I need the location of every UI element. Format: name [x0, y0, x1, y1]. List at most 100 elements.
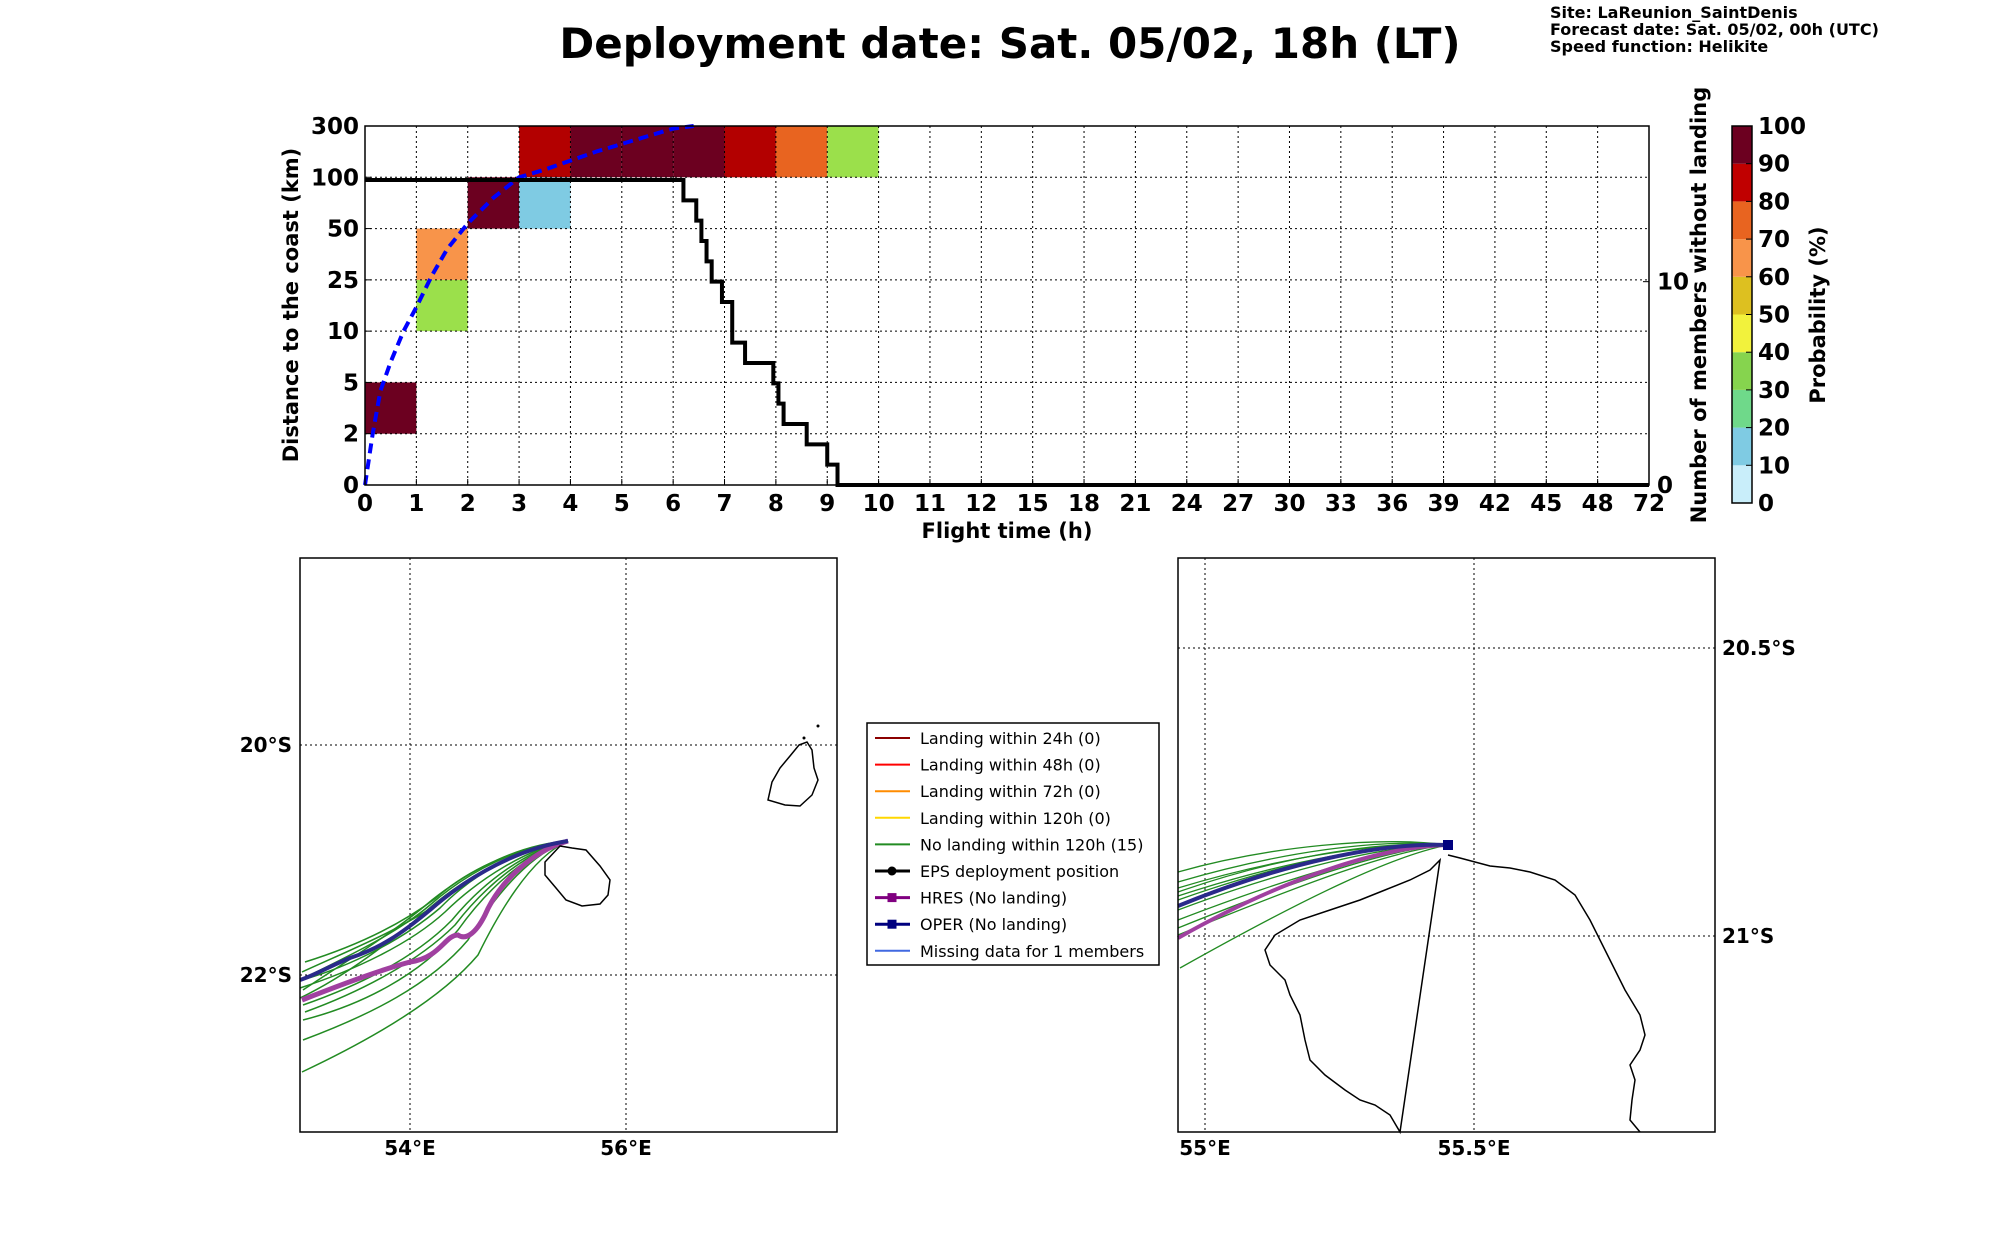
x-tick-label: 12: [965, 491, 997, 517]
heatmap-cell: [365, 382, 417, 434]
x-tick-label: 72: [1633, 491, 1665, 517]
site-label: Site: LaReunion_SaintDenis: [1550, 3, 1798, 22]
colorbar-segment: [1732, 465, 1752, 503]
oper-trajectory: [1177, 842, 1449, 908]
heatmap-cell: [621, 126, 674, 178]
x-tick-label: 36: [1376, 491, 1408, 517]
x-tick-label: 42: [1479, 491, 1511, 517]
x-tick-label: 21: [1119, 491, 1151, 517]
x-tick-label: 4: [562, 491, 578, 517]
y-axis-label: Distance to the coast (km): [279, 148, 303, 463]
trajectory-map-zoom: 55°E 55.5°E 20.5°S 21°S: [1177, 557, 1796, 1160]
x-tick-label: 30: [1273, 491, 1305, 517]
colorbar-segment: [1732, 314, 1752, 353]
x-tick-label: 9: [819, 491, 835, 517]
members-without-landing-line: [365, 178, 1649, 487]
colorbar-tick-label: 40: [1758, 340, 1790, 366]
figure-title: Deployment date: Sat. 05/02, 18h (LT): [559, 19, 1460, 68]
oper-trajectory: [299, 839, 569, 982]
mauritius-coastline: [767, 741, 819, 807]
legend-box: [866, 722, 1160, 966]
heatmap-cell: [775, 126, 828, 178]
lon-tick: 55°E: [1179, 1136, 1231, 1160]
x-tick-label: 6: [665, 491, 681, 517]
x-tick-label: 8: [768, 491, 784, 517]
lat-tick: 22°S: [240, 963, 292, 987]
lat-tick: 21°S: [1722, 924, 1774, 948]
lat-tick: 20.5°S: [1722, 636, 1796, 660]
legend-marker: [887, 893, 897, 903]
legend-item: EPS deployment position: [875, 862, 1119, 881]
colorbar-segment: [1732, 352, 1752, 390]
x-tick-label: 39: [1428, 491, 1460, 517]
colorbar-segment: [1732, 163, 1752, 202]
map-frame: [1177, 557, 1716, 1133]
y-tick-label: 300: [311, 114, 359, 140]
colorbar-tick-label: 50: [1758, 303, 1790, 329]
colorbar-tick-label: 0: [1758, 491, 1774, 517]
legend-item: Landing within 48h (0): [875, 756, 1101, 775]
y2-tick-label: 0: [1657, 473, 1673, 499]
legend-item: No landing within 120h (15): [875, 835, 1143, 854]
x-axis-label: Flight time (h): [922, 519, 1093, 543]
lon-tick: 55.5°E: [1437, 1136, 1510, 1160]
x-tick-label: 33: [1325, 491, 1357, 517]
lon-tick: 54°E: [384, 1136, 436, 1160]
legend-label: OPER (No landing): [920, 915, 1067, 934]
map-gridlines: [1178, 558, 1715, 1132]
heatmap-cell: [416, 279, 468, 332]
plot-area: [365, 126, 1649, 485]
legend-item: Landing within 72h (0): [875, 782, 1101, 801]
legend-item: HRES (No landing): [875, 889, 1067, 908]
heatmap-cell: [827, 126, 879, 178]
colorbar-segment: [1732, 126, 1752, 164]
map-gridlines: [300, 558, 837, 1132]
colorbar-segment: [1732, 239, 1752, 277]
x-tick-label: 0: [357, 491, 373, 517]
colorbar-tick-label: 60: [1758, 265, 1790, 291]
y-tick-label: 0: [343, 473, 359, 499]
y-tick-label: 10: [327, 319, 359, 345]
x-tick-label: 27: [1222, 491, 1254, 517]
legend-label: Missing data for 1 members: [920, 942, 1144, 961]
colorbar-segment: [1732, 389, 1752, 428]
heatmap-cell: [673, 126, 725, 178]
y2-tick-label: 10: [1657, 270, 1689, 296]
lon-tick: 56°E: [600, 1136, 652, 1160]
x-tick-label: 18: [1068, 491, 1100, 517]
x-tick-label: 15: [1017, 491, 1049, 517]
colorbar-tick-label: 30: [1758, 378, 1790, 404]
probability-heatmap: 0 1 2 3 4 5 6 7 8 9 10 11 12 15 18 21 24 27 30 33 36 39 42 45 48…: [279, 87, 1711, 543]
legend-item: OPER (No landing): [875, 915, 1067, 934]
colorbar-tick-label: 100: [1758, 114, 1806, 140]
y-tick-label: 50: [327, 217, 359, 243]
colorbar-tick-label: 90: [1758, 152, 1790, 178]
forecast-label: Forecast date: Sat. 05/02, 00h (UTC): [1550, 20, 1879, 39]
x-tick-label: 7: [717, 491, 733, 517]
trajectory-map-regional: 54°E 56°E 20°S 22°S: [240, 557, 838, 1160]
map-frame: [299, 557, 838, 1133]
hres-trajectory: [301, 838, 569, 1003]
reunion-coastline: [544, 845, 611, 907]
map-area: [300, 558, 837, 1132]
median-distance-line: [363, 124, 694, 486]
colorbar: 0 10 20 30 40 50 60 70 80 90 100 Probability (%): [1731, 114, 1830, 517]
legend-label: Landing within 48h (0): [920, 756, 1101, 775]
plot-frame: [364, 125, 1650, 486]
colorbar-segment: [1732, 201, 1752, 240]
legend-item: Landing within 24h (0): [875, 729, 1101, 748]
colorbar-tick-label: 10: [1758, 453, 1790, 479]
legend-item: Missing data for 1 members: [875, 942, 1144, 961]
legend-marker: [887, 919, 897, 929]
legend-label: HRES (No landing): [920, 889, 1067, 908]
legend-label: Landing within 24h (0): [920, 729, 1101, 748]
colorbar-label: Probability (%): [1806, 226, 1830, 403]
x-tick-label: 10: [863, 491, 895, 517]
legend-item: Landing within 120h (0): [875, 809, 1111, 828]
colorbar-tick-label: 20: [1758, 416, 1790, 442]
y-tick-label: 25: [327, 268, 359, 294]
y-tick-label: 100: [311, 165, 359, 191]
x-tick-label: 11: [914, 491, 946, 517]
x-tick-label: 1: [408, 491, 424, 517]
